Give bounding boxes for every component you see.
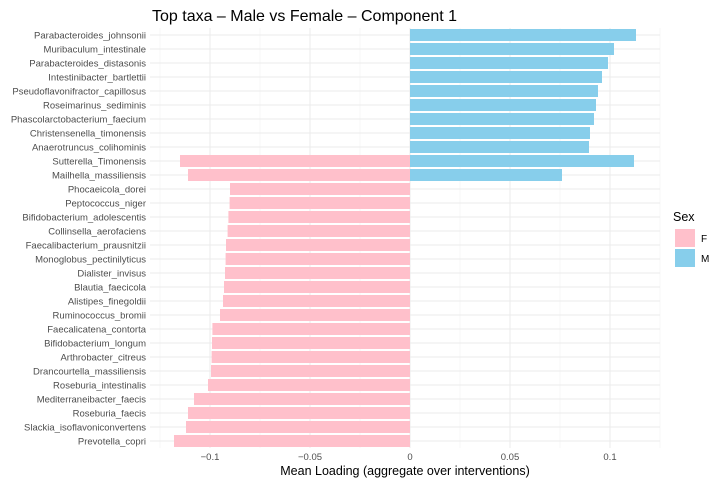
x-tick-labels: −0.1 −0.05 0 0.05 0.1 (201, 452, 617, 463)
bar-f-bifidobacterium-longum (212, 337, 410, 349)
category-label: Slackia_isoflavoniconvertens (24, 422, 146, 433)
bar-m-sutterella-timonensis (410, 155, 634, 167)
category-label: Peptococcus_niger (65, 198, 146, 209)
category-label: Roseburia_intestinalis (53, 380, 146, 391)
category-label: Mailhella_massiliensis (52, 170, 146, 181)
category-label: Roseimarinus_sediminis (43, 100, 146, 111)
legend-label-m: M (701, 254, 709, 265)
bar-f-sutterella-timonensis (180, 155, 410, 167)
category-label: Drancourtella_massiliensis (33, 366, 146, 377)
category-label: Prevotella_copri (78, 436, 146, 447)
bar-f-collinsella-aerofaciens (227, 225, 410, 237)
category-label: Monoglobus_pectinilyticus (35, 254, 146, 265)
category-label: Bifidobacterium_adolescentis (22, 212, 146, 223)
category-label: Anaerotruncus_colihominis (32, 142, 146, 153)
bar-m-muribaculum-intestinale (410, 43, 614, 55)
bar-m-pseudoflavonifractor-capillosus (410, 85, 598, 97)
category-label: Sutterella_Timonensis (52, 156, 146, 167)
category-labels: Parabacteroides_johnsonii Muribaculum_int… (11, 30, 147, 447)
x-tick-label: 0 (407, 452, 412, 463)
bar-f-dialister-invisus (225, 267, 410, 279)
legend: Sex F M (673, 210, 709, 267)
category-label: Arthrobacter_citreus (60, 352, 146, 363)
category-label: Pseudoflavonifractor_capillosus (12, 86, 146, 97)
bar-f-alistipes-finegoldii (223, 295, 410, 307)
x-axis-label: Mean Loading (aggregate over interventio… (280, 464, 529, 478)
bar-m-christensenella-timonensis (410, 127, 590, 139)
bar-f-phocaeicola-dorei (230, 183, 410, 195)
chart-title: Top taxa – Male vs Female – Component 1 (152, 8, 457, 25)
bar-m-intestinibacter-bartlettii (410, 71, 602, 83)
x-tick-label: 0.1 (603, 452, 616, 463)
bar-f-mailhella-massiliensis (188, 169, 410, 181)
category-label: Mediterraneibacter_faecis (37, 394, 147, 405)
category-label: Phascolarctobacterium_faecium (11, 114, 146, 125)
bar-f-faecalicatena-contorta (212, 323, 410, 335)
bar-f-roseburia-faecis (188, 407, 410, 419)
category-label: Christensenella_timonensis (30, 128, 146, 139)
bar-m-mailhella-massiliensis (410, 169, 562, 181)
category-label: Faecalibacterium_prausnitzii (26, 240, 146, 251)
category-label: Parabacteroides_distasonis (29, 58, 146, 69)
category-label: Blautia_faecicola (74, 282, 147, 293)
category-label: Collinsella_aerofaciens (48, 226, 146, 237)
x-tick-label: −0.1 (201, 452, 220, 463)
category-label: Bifidobacterium_longum (44, 338, 146, 349)
bar-f-ruminococcus-bromii (220, 309, 410, 321)
bar-f-peptococcus-niger (229, 197, 410, 209)
category-label: Intestinibacter_bartlettii (48, 72, 146, 83)
bar-m-phascolarctobacterium-faecium (410, 113, 594, 125)
category-label: Parabacteroides_johnsonii (34, 30, 146, 41)
bar-m-parabacteroides-johnsonii (410, 29, 636, 41)
legend-title: Sex (673, 210, 695, 224)
category-label: Alistipes_finegoldii (68, 296, 146, 307)
category-label: Phocaeicola_dorei (68, 184, 146, 195)
bar-f-prevotella-copri (174, 435, 410, 447)
bar-m-parabacteroides-distasonis (410, 57, 608, 69)
category-label: Ruminococcus_bromii (53, 310, 146, 321)
x-tick-label: 0.05 (501, 452, 520, 463)
category-label: Roseburia_faecis (73, 408, 147, 419)
legend-swatch-m (675, 249, 695, 267)
bar-f-arthrobacter-citreus (211, 351, 410, 363)
bar-m-anaerotruncus-colihominis (410, 141, 589, 153)
bar-f-slackia-isoflavoniconvertens (186, 421, 410, 433)
bar-f-monoglobus-pectinilyticus (225, 253, 410, 265)
bars (174, 29, 636, 447)
bar-f-faecalibacterium-prausnitzii (226, 239, 410, 251)
category-label: Faecalicatena_contorta (47, 324, 146, 335)
x-tick-label: −0.05 (298, 452, 322, 463)
legend-label-f: F (701, 234, 707, 245)
bar-f-bifidobacterium-adolescentis (228, 211, 410, 223)
category-label: Dialister_invisus (77, 268, 146, 279)
legend-swatch-f (675, 229, 695, 247)
bar-f-drancourtella-massiliensis (211, 365, 410, 377)
bar-f-roseburia-intestinalis (208, 379, 410, 391)
bar-f-mediterraneibacter-faecis (194, 393, 410, 405)
category-label: Muribaculum_intestinale (44, 44, 146, 55)
bar-f-blautia-faecicola (224, 281, 410, 293)
bar-m-roseimarinus-sediminis (410, 99, 596, 111)
